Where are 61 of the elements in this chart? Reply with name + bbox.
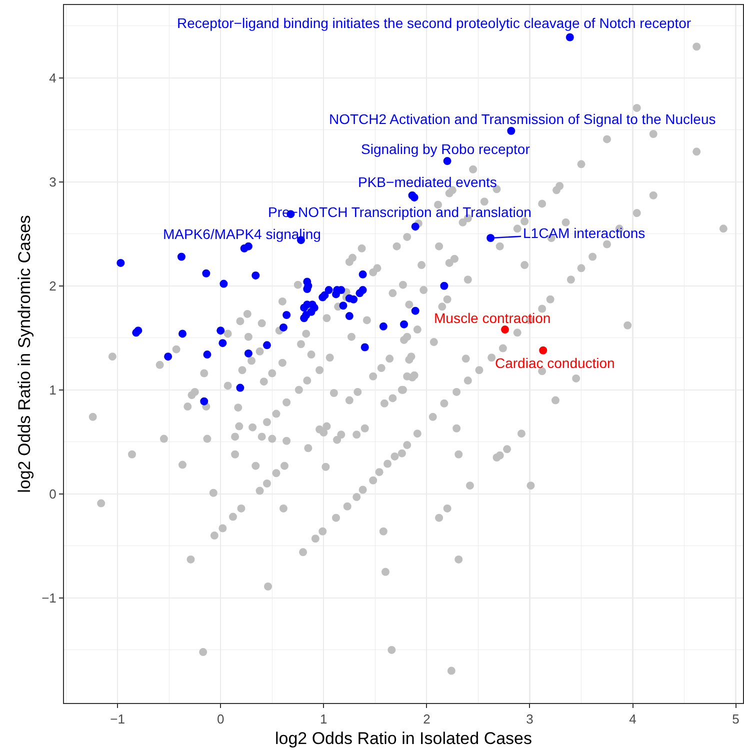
point bbox=[116, 258, 125, 267]
x-axis-title: log2 Odds Ratio in Isolated Cases bbox=[274, 729, 532, 748]
annotation: MAPK6/MAPK4 signaling bbox=[163, 226, 321, 242]
y-axis-title: log2 Odds Ratio in Syndromic Cases bbox=[15, 215, 34, 493]
point bbox=[539, 346, 548, 354]
point bbox=[279, 323, 288, 332]
x-tick-label: 0 bbox=[216, 712, 224, 727]
point bbox=[216, 326, 225, 335]
x-tick-label: −1 bbox=[110, 712, 125, 727]
x-tick-label: 5 bbox=[732, 712, 740, 727]
point bbox=[379, 322, 388, 330]
point bbox=[220, 280, 228, 288]
point bbox=[203, 350, 212, 359]
point bbox=[358, 270, 367, 278]
annotation: Signaling by Robo receptor bbox=[361, 141, 530, 157]
point bbox=[443, 157, 452, 166]
point bbox=[507, 126, 516, 135]
point bbox=[339, 302, 348, 310]
x-tick-label: 4 bbox=[629, 712, 636, 727]
x-tick-label: 2 bbox=[423, 712, 430, 727]
point bbox=[300, 304, 308, 312]
point bbox=[244, 242, 252, 250]
point bbox=[262, 341, 271, 350]
point bbox=[411, 222, 420, 231]
y-tick-label: 2 bbox=[49, 278, 56, 294]
point bbox=[440, 282, 448, 290]
annotation: Muscle contraction bbox=[434, 310, 551, 326]
y-tick-label: 1 bbox=[49, 382, 56, 398]
annotation: NOTCH2 Activation and Transmission of Signal to the Nucleus bbox=[329, 111, 716, 127]
point bbox=[332, 290, 340, 298]
point bbox=[566, 33, 574, 42]
point bbox=[356, 289, 364, 298]
point bbox=[345, 312, 354, 320]
y-tick-label: 0 bbox=[49, 486, 56, 502]
y-tick-label: 4 bbox=[49, 70, 56, 86]
point bbox=[282, 310, 291, 319]
point bbox=[486, 234, 495, 242]
point bbox=[300, 314, 308, 322]
point bbox=[345, 294, 354, 302]
point bbox=[324, 286, 333, 294]
point bbox=[202, 269, 210, 278]
annotation: L1CAM interactions bbox=[523, 225, 646, 241]
point bbox=[360, 343, 369, 352]
y-tick-label: 3 bbox=[49, 174, 56, 190]
y-tick-label: −1 bbox=[42, 590, 56, 606]
point bbox=[244, 349, 252, 358]
annotation: PKB−mediated events bbox=[358, 174, 497, 190]
point bbox=[218, 339, 227, 348]
point bbox=[400, 320, 408, 328]
point bbox=[178, 330, 186, 338]
point bbox=[500, 326, 509, 334]
point bbox=[252, 271, 260, 280]
x-tick-label: 1 bbox=[320, 712, 328, 727]
annotation: Cardiac conduction bbox=[495, 355, 615, 371]
point bbox=[200, 397, 208, 406]
point bbox=[236, 384, 244, 392]
annotation: Receptor−ligand binding initiates the second proteolytic cleavage of Notch receptor bbox=[177, 15, 692, 31]
point bbox=[164, 352, 172, 361]
x-tick-label: 3 bbox=[526, 712, 534, 727]
point bbox=[177, 252, 186, 261]
point bbox=[411, 306, 420, 315]
